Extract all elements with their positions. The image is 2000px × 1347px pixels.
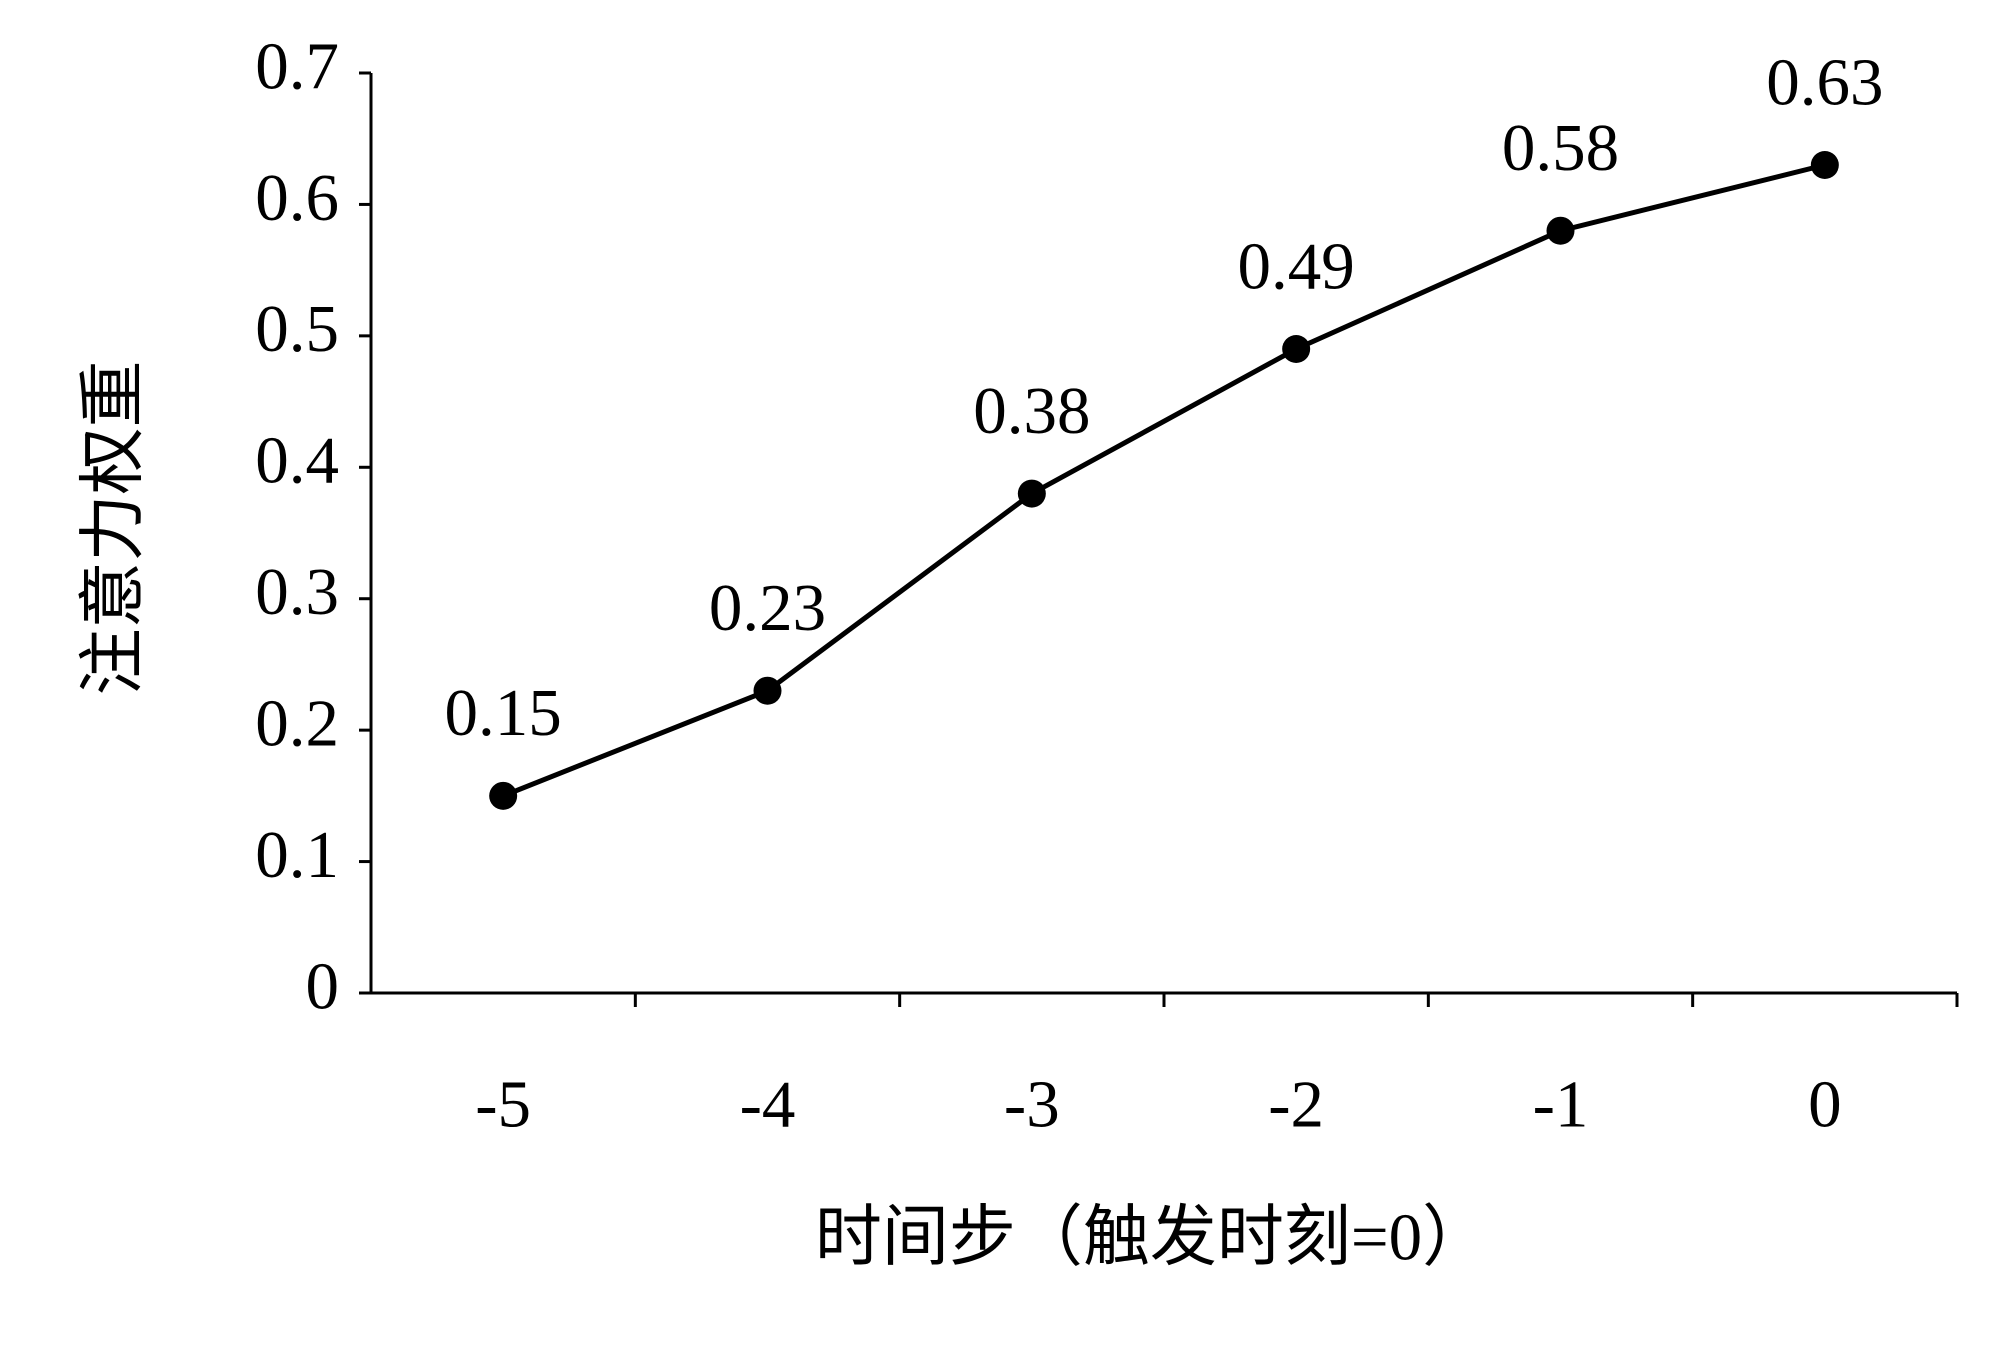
marker	[1017, 479, 1046, 508]
y-tick-label: 0.1	[255, 818, 339, 892]
y-tick-label: 0.4	[255, 424, 339, 498]
x-axis-label: 时间步（触发时刻=0）	[815, 1200, 1489, 1274]
x-tick-label: -1	[1533, 1067, 1589, 1141]
data-label: 0.15	[445, 676, 562, 750]
marker	[489, 781, 518, 810]
x-tick-label: -5	[475, 1067, 531, 1141]
x-tick-label: 0	[1808, 1067, 1842, 1141]
y-tick-label: 0.6	[255, 161, 339, 235]
marker	[1810, 151, 1839, 179]
data-label: 0.58	[1502, 111, 1619, 185]
marker	[1546, 216, 1575, 245]
y-tick-label: 0.2	[255, 687, 339, 761]
x-tick-label: -2	[1268, 1067, 1324, 1141]
y-tick-label: 0.7	[255, 29, 339, 103]
data-label: 0.38	[973, 374, 1090, 448]
y-tick-label: 0.5	[255, 292, 339, 366]
y-tick-label: 0.3	[255, 555, 339, 629]
x-tick-label: -3	[1004, 1067, 1060, 1141]
data-label: 0.23	[709, 571, 826, 645]
marker	[753, 676, 782, 705]
marker	[1282, 335, 1311, 363]
data-label: 0.49	[1238, 229, 1355, 303]
x-tick-label: -4	[740, 1067, 796, 1141]
y-tick-label: 0	[306, 949, 340, 1023]
y-axis-label: 注意力权重	[76, 361, 150, 696]
line	[502, 162, 1826, 799]
data-label: 0.63	[1766, 45, 1883, 119]
